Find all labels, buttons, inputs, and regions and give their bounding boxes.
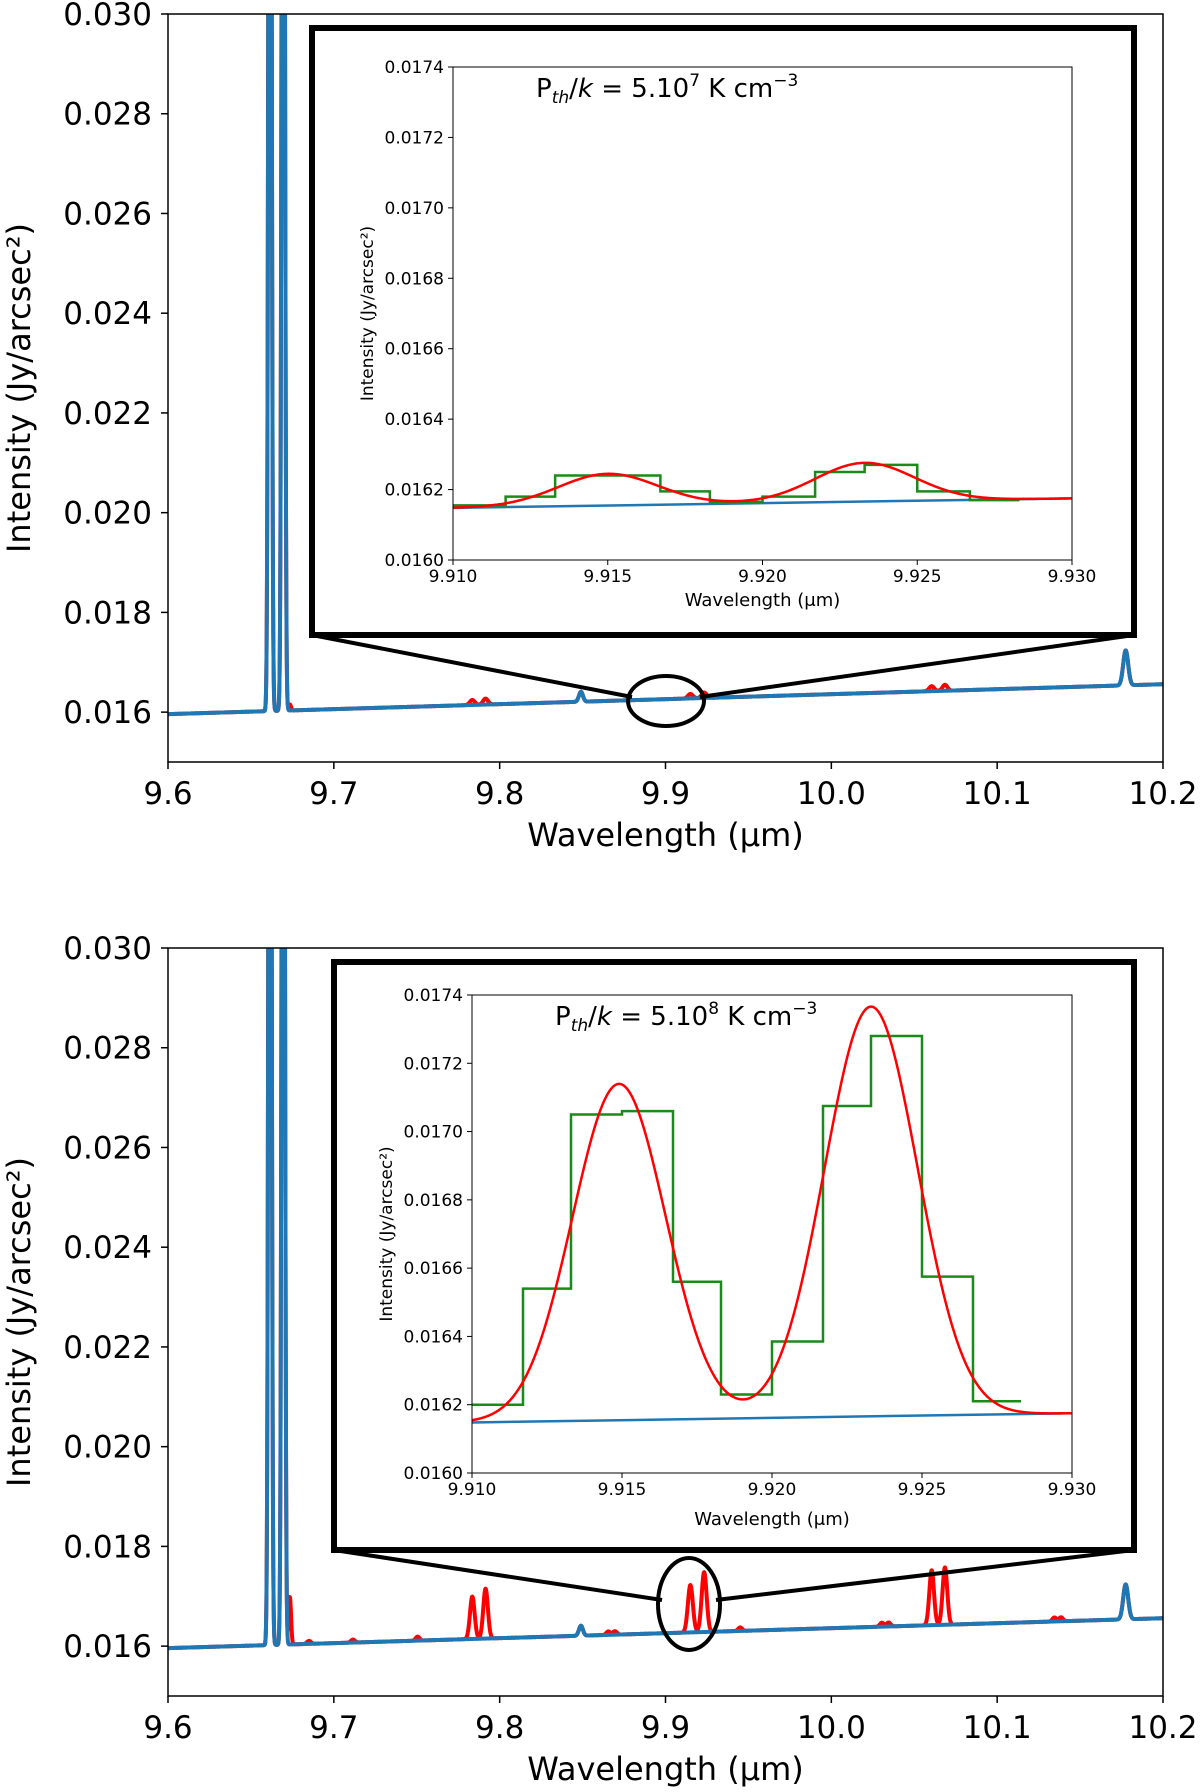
bottom-x-tick-label: 10.2: [1128, 1710, 1197, 1746]
bottom-inset-continuum-line: [472, 1412, 1072, 1424]
top-inset-y-tick-label: 0.0174: [385, 58, 444, 78]
top-y-tick-label: 0.016: [63, 695, 152, 731]
top-y-tick-label: 0.018: [63, 595, 152, 631]
top-x-tick-label: 9.7: [309, 776, 358, 812]
top-x-tick-label: 10.2: [1128, 776, 1197, 812]
bottom-inset-box: [331, 959, 1137, 1553]
top-y-tick-label: 0.020: [63, 496, 152, 532]
bottom-inset-y-tick-label: 0.0164: [404, 1327, 463, 1347]
bottom-x-tick-label: 9.6: [143, 1710, 192, 1746]
bottom-y-tick-label: 0.018: [63, 1529, 152, 1565]
bottom-inset-y-axis-label: Intensity (Jy/arcsec²): [377, 1146, 397, 1321]
bottom-inset-y-tick-label: 0.0166: [404, 1259, 463, 1279]
top-y-tick-label: 0.022: [63, 396, 152, 432]
bottom-inset-y-tick-label: 0.0162: [404, 1396, 463, 1416]
top-inset-x-tick-label: 9.925: [893, 567, 942, 587]
top-inset-x-tick-label: 9.915: [583, 567, 632, 587]
top-panel: 9.6 9.7 9.8 9.9 10.0 10.1 10.2 0.016 0.018 0.020 0…: [0, 0, 1198, 854]
top-inset-y-tick-label: 0.0160: [385, 551, 444, 571]
bottom-x-tick-label: 10.1: [963, 1710, 1032, 1746]
bottom-y-tick-label: 0.022: [63, 1330, 152, 1366]
bottom-inset-y-tick-label: 0.0174: [404, 986, 463, 1006]
bottom-y-tick-label: 0.026: [63, 1130, 152, 1166]
top-inset-y-tick-label: 0.0170: [385, 199, 444, 219]
bottom-inset-x-tick-label: 9.930: [1048, 1480, 1097, 1500]
top-inset-y-tick-label: 0.0162: [385, 481, 444, 501]
top-inset-x-tick-label: 9.910: [429, 567, 478, 587]
bottom-x-tick-label: 9.8: [475, 1710, 524, 1746]
top-y-tick-label: 0.030: [63, 0, 152, 33]
top-y-axis-label: Intensity (Jy/arcsec²): [0, 223, 38, 553]
top-y-tick-label: 0.028: [63, 97, 152, 133]
top-inset-y-tick-label: 0.0168: [385, 269, 444, 289]
bottom-inset-binned-steps: [472, 1034, 1021, 1406]
bottom-inset-x-tick-label: 9.915: [598, 1480, 647, 1500]
top-inset-box: [309, 25, 1137, 638]
bottom-inset-x-tick-label: 9.910: [448, 1480, 497, 1500]
top-x-axis-label: Wavelength (μm): [527, 816, 804, 854]
top-x-tick-label: 9.6: [143, 776, 192, 812]
bottom-y-axis-label: Intensity (Jy/arcsec²): [0, 1157, 38, 1487]
bottom-callout-line-right: [715, 1548, 1135, 1602]
bottom-inset-y-tick-label: 0.0160: [404, 1464, 463, 1484]
bottom-x-axis-label: Wavelength (μm): [527, 1750, 804, 1788]
top-series-continuum: [168, 14, 1163, 717]
top-x-tick-label: 9.9: [641, 776, 690, 812]
top-inset-y-tick-label: 0.0164: [385, 410, 444, 430]
bottom-callout-line-left: [333, 1548, 663, 1602]
top-x-tick-label: 10.1: [963, 776, 1032, 812]
bottom-y-tick-label: 0.028: [63, 1031, 152, 1067]
top-callout-line-left: [311, 633, 633, 699]
bottom-inset-pressure-annotation: Pth/k = 5.108 K cm−3: [555, 999, 817, 1036]
top-inset-x-tick-label: 9.930: [1048, 567, 1097, 587]
top-inset: 9.910 9.915 9.920 9.925 9.930 0.0160 0.0162 0.0…: [358, 58, 1096, 611]
top-series-group: [168, 14, 1163, 717]
top-callout-line-right: [699, 633, 1135, 699]
top-inset-x-tick-label: 9.920: [738, 567, 787, 587]
bottom-inset-y-tick-label: 0.0172: [404, 1054, 463, 1074]
bottom-x-tick-label: 10.0: [797, 1710, 866, 1746]
bottom-inset-y-tick-label: 0.0170: [404, 1123, 463, 1143]
top-y-tick-label: 0.026: [63, 196, 152, 232]
bottom-panel: 9.6 9.7 9.8 9.9 10.0 10.1 10.2 0.016 0.018 0.020 0…: [0, 931, 1198, 1788]
top-inset-y-axis-label: Intensity (Jy/arcsec²): [358, 226, 378, 401]
bottom-y-tick-label: 0.016: [63, 1629, 152, 1665]
bottom-inset: 9.910 9.915 9.920 9.925 9.930 0.0160 0.0162 0.0…: [377, 986, 1096, 1530]
bottom-inset-x-tick-label: 9.925: [898, 1480, 947, 1500]
top-inset-x-axis-label: Wavelength (μm): [685, 590, 841, 611]
bottom-inset-x-tick-label: 9.920: [748, 1480, 797, 1500]
bottom-inset-x-axis-label: Wavelength (μm): [694, 1509, 850, 1530]
bottom-y-tick-label: 0.020: [63, 1430, 152, 1466]
top-zoom-circle: [626, 674, 706, 728]
bottom-y-tick-label: 0.024: [63, 1230, 152, 1266]
top-inset-y-tick-label: 0.0166: [385, 340, 444, 360]
top-inset-y-tick-label: 0.0172: [385, 128, 444, 148]
bottom-inset-y-tick-label: 0.0168: [404, 1191, 463, 1211]
bottom-x-tick-label: 9.7: [309, 1710, 358, 1746]
top-inset-series-group: [453, 461, 1072, 510]
bottom-y-tick-label: 0.030: [63, 931, 152, 967]
bottom-zoom-circle: [656, 1556, 722, 1652]
top-inset-model-curve: [453, 461, 1072, 509]
top-inset-pressure-annotation: Pth/k = 5.107 K cm−3: [536, 71, 798, 108]
bottom-inset-series-group: [472, 1005, 1072, 1424]
bottom-x-tick-label: 9.9: [641, 1710, 690, 1746]
top-x-tick-label: 9.8: [475, 776, 524, 812]
bottom-inset-model-curve: [472, 1005, 1072, 1422]
top-y-tick-label: 0.024: [63, 296, 152, 332]
top-x-tick-label: 10.0: [797, 776, 866, 812]
